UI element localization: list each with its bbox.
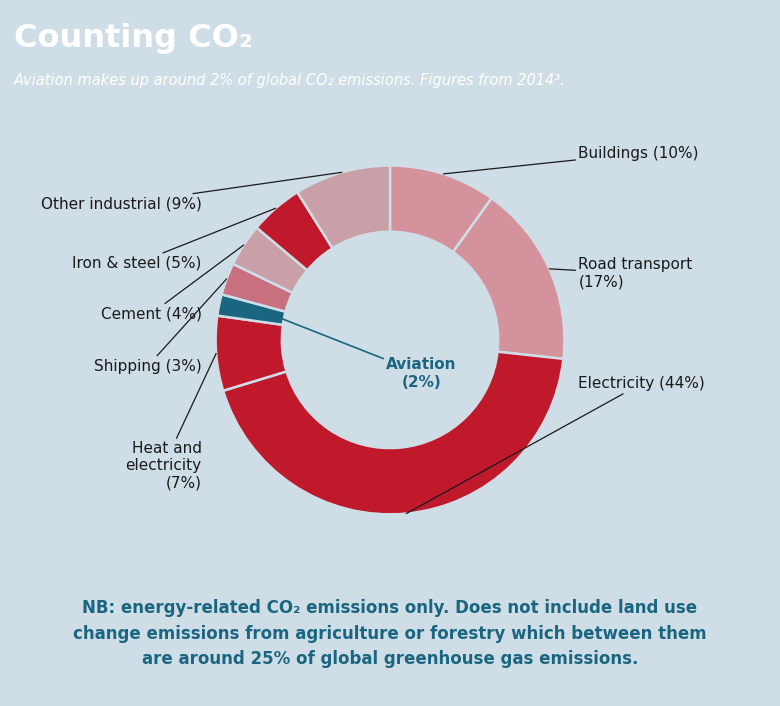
Text: Road transport
(17%): Road transport (17%) (549, 258, 693, 290)
Text: NB: energy-related CO₂ emissions only. Does not include land use
change emission: NB: energy-related CO₂ emissions only. D… (73, 599, 707, 669)
Wedge shape (297, 165, 390, 249)
Text: Buildings (10%): Buildings (10%) (443, 146, 699, 174)
Text: Heat and
electricity
(7%): Heat and electricity (7%) (126, 354, 216, 491)
Wedge shape (215, 316, 286, 390)
Wedge shape (223, 352, 563, 515)
Wedge shape (222, 264, 292, 311)
Text: Shipping (3%): Shipping (3%) (94, 279, 227, 373)
Text: Aviation makes up around 2% of global CO₂ emissions. Figures from 2014³.: Aviation makes up around 2% of global CO… (14, 73, 565, 88)
Wedge shape (390, 165, 491, 252)
Wedge shape (453, 198, 565, 359)
Text: Aviation
(2%): Aviation (2%) (277, 317, 456, 390)
Text: Cement (4%): Cement (4%) (101, 245, 243, 321)
Text: Iron & steel (5%): Iron & steel (5%) (73, 208, 275, 270)
Text: Other industrial (9%): Other industrial (9%) (41, 172, 342, 211)
Wedge shape (233, 227, 307, 293)
Text: Counting CO₂: Counting CO₂ (14, 23, 253, 54)
Text: Electricity (44%): Electricity (44%) (406, 376, 705, 513)
Wedge shape (218, 294, 285, 325)
Wedge shape (257, 192, 332, 270)
